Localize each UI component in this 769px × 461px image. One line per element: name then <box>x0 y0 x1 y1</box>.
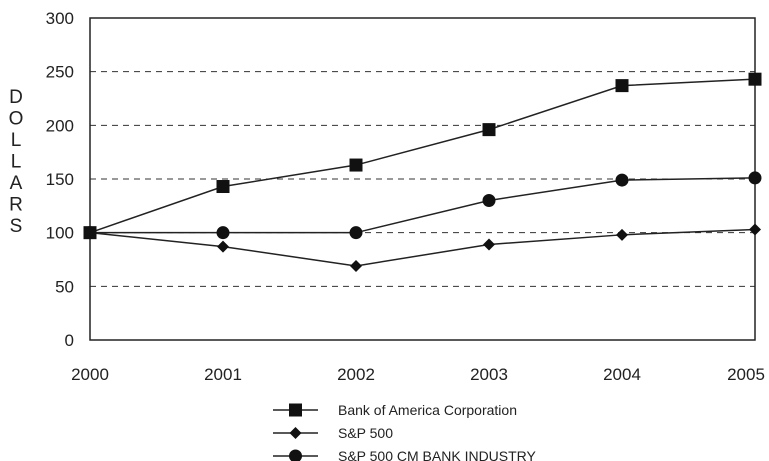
y-axis-label-letter: L <box>11 130 22 151</box>
legend-marker <box>289 403 302 417</box>
data-point <box>216 226 230 240</box>
y-tick-label: 100 <box>46 224 74 243</box>
y-tick-label: 300 <box>46 9 74 28</box>
data-point <box>350 259 362 272</box>
legend-label: S&P 500 CM BANK INDUSTRY <box>338 448 537 461</box>
data-point <box>615 79 629 93</box>
data-point <box>749 223 761 236</box>
y-axis-label-letter: D <box>9 87 23 108</box>
legend-item: S&P 500 CM BANK INDUSTRY <box>273 448 537 461</box>
data-point <box>217 240 229 253</box>
legend-marker <box>289 427 302 439</box>
series-0 <box>83 72 762 240</box>
y-tick-label: 250 <box>46 63 74 82</box>
x-tick-label: 2005 <box>727 365 765 384</box>
x-tick-label: 2003 <box>470 365 508 384</box>
data-point <box>349 226 363 240</box>
y-tick-labels: 0 50 100 150 200 250 300 <box>46 9 74 350</box>
data-point <box>615 173 629 187</box>
data-point <box>483 238 495 251</box>
data-point <box>482 123 496 137</box>
series-1 <box>84 223 761 272</box>
series-line <box>89 228 756 267</box>
y-axis-label-letter: O <box>9 109 24 130</box>
x-tick-label: 2002 <box>337 365 375 384</box>
y-axis-label-letter: R <box>9 195 23 216</box>
legend: Bank of America Corporation S&P 500 S&P 50… <box>273 402 537 461</box>
x-tick-labels: 2000 2001 2002 2003 2004 2005 <box>71 365 765 384</box>
series-2 <box>83 171 762 240</box>
y-axis-label-letter: L <box>11 152 22 173</box>
data-point <box>83 226 97 240</box>
data-point <box>748 72 762 86</box>
legend-marker <box>289 449 302 461</box>
legend-label: S&P 500 <box>338 425 393 441</box>
y-tick-label: 150 <box>46 170 74 189</box>
series-line <box>90 177 756 234</box>
data-point <box>748 171 762 185</box>
series-lines <box>83 72 762 272</box>
data-point <box>616 228 628 241</box>
y-axis-label-letter: A <box>10 173 23 194</box>
legend-label: Bank of America Corporation <box>338 402 517 418</box>
y-tick-label: 200 <box>46 116 74 135</box>
data-point <box>482 193 496 207</box>
series-line <box>89 78 756 234</box>
data-point <box>349 158 363 172</box>
y-tick-label: 0 <box>65 331 74 350</box>
y-axis-label-letter: S <box>10 216 23 237</box>
y-tick-label: 50 <box>55 277 74 296</box>
x-tick-label: 2004 <box>603 365 641 384</box>
legend-item: Bank of America Corporation <box>273 402 517 418</box>
data-point <box>216 180 230 194</box>
x-tick-label: 2000 <box>71 365 109 384</box>
x-tick-label: 2001 <box>204 365 242 384</box>
legend-item: S&P 500 <box>273 425 393 441</box>
